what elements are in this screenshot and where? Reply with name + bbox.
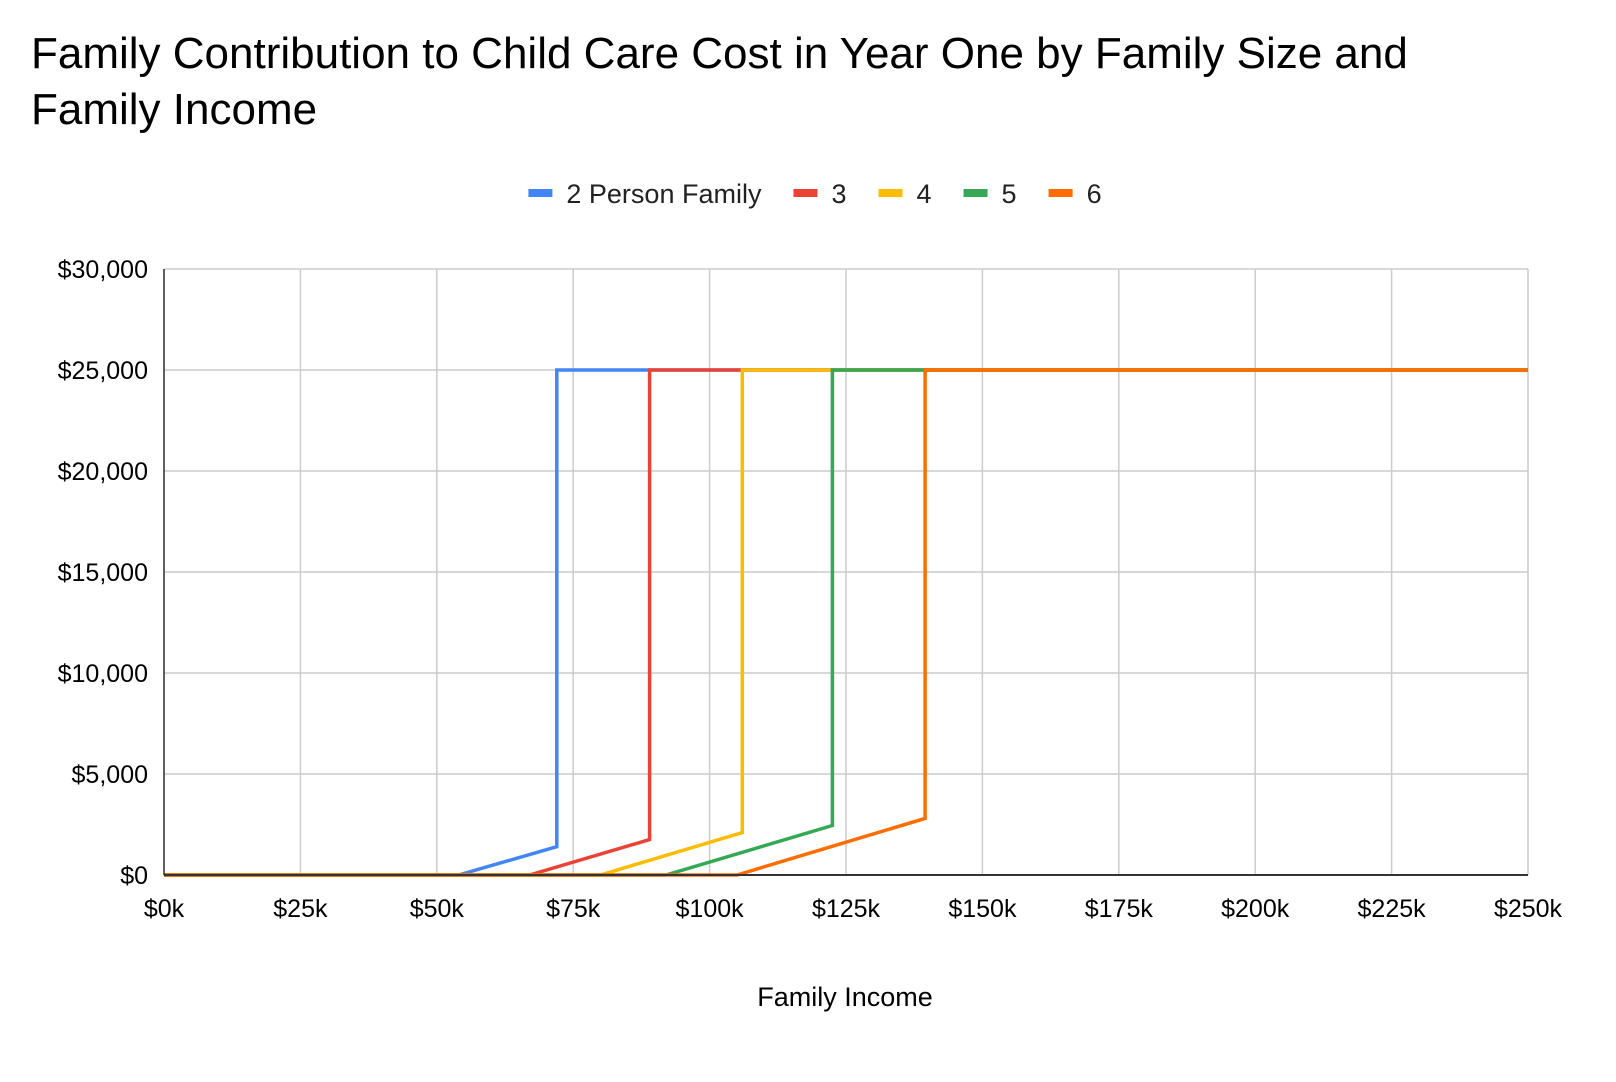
legend-swatch [528, 189, 553, 197]
x-tick-label: $150k [948, 895, 1017, 923]
x-tick-label: $250k [1494, 895, 1563, 923]
legend-label: 2 Person Family [566, 179, 762, 209]
legend-swatch [1048, 189, 1073, 197]
chart-title: Family Contribution to Child Care Cost i… [31, 29, 1408, 134]
legend-label: 6 [1087, 179, 1102, 209]
legend-item-1: 2 Person Family [528, 179, 762, 209]
y-tick-label: $10,000 [58, 660, 148, 688]
legend-item-5: 6 [1048, 179, 1102, 209]
legend-item-4: 5 [963, 179, 1017, 209]
x-tick-label: $75k [546, 895, 601, 923]
legend-label: 3 [831, 179, 846, 209]
x-tick-label: $25k [273, 895, 328, 923]
legend-item-3: 4 [878, 179, 932, 209]
y-tick-label: $5,000 [72, 761, 148, 789]
y-tick-label: $15,000 [58, 559, 148, 587]
legend-swatch [963, 189, 988, 197]
x-axis-title: Family Income [757, 982, 933, 1012]
y-tick-labels: $0 $5,000 $10,000 $15,000 $20,000 $25,000 $30,… [58, 256, 148, 890]
legend-swatch [878, 189, 903, 197]
axes [163, 269, 1528, 876]
x-tick-label: $200k [1221, 895, 1290, 923]
x-tick-labels: $0k $25k $50k $75k $100k $125k $150k $175k $200k… [144, 895, 1563, 923]
legend-label: 5 [1002, 179, 1017, 209]
legend-label: 4 [917, 179, 932, 209]
x-tick-label: $225k [1358, 895, 1427, 923]
legend: 2 Person Family 3 4 5 6 [528, 179, 1102, 209]
legend-item-2: 3 [793, 179, 847, 209]
x-tick-label: $0k [144, 895, 185, 923]
y-tick-label: $25,000 [58, 357, 148, 385]
x-tick-label: $175k [1085, 895, 1154, 923]
y-tick-label: $30,000 [58, 256, 148, 284]
x-tick-label: $50k [410, 895, 465, 923]
grid [163, 268, 1529, 876]
legend-swatch [793, 189, 818, 197]
x-tick-label: $125k [812, 895, 881, 923]
y-tick-label: $20,000 [58, 458, 148, 486]
y-tick-label: $0 [120, 862, 148, 890]
x-tick-label: $100k [676, 895, 745, 923]
